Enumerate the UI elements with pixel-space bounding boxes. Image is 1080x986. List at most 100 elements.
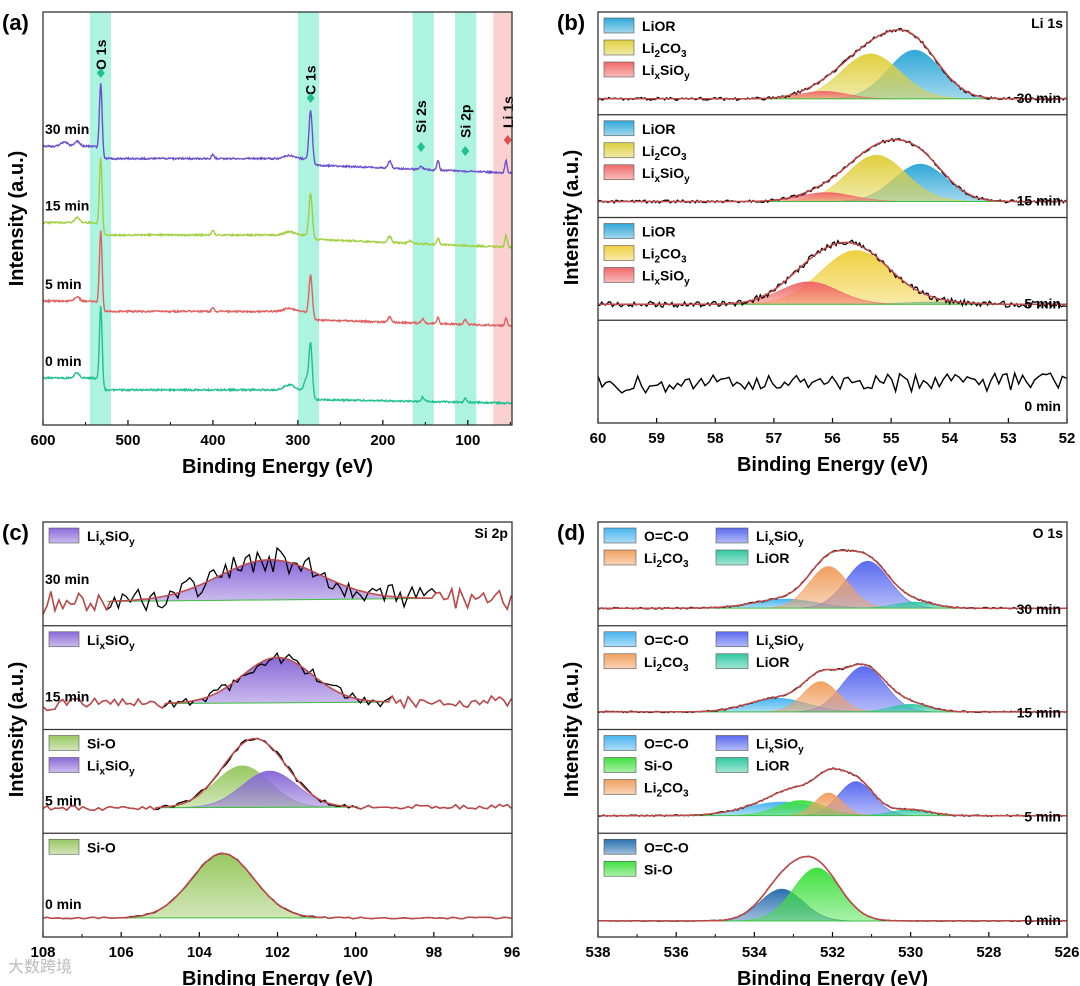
- x-tick-label: 538: [585, 944, 610, 961]
- legend-swatch: [603, 223, 635, 239]
- background-line: [164, 701, 391, 705]
- time-label: 15 min: [45, 689, 89, 705]
- envelope-fit-line: [598, 663, 1067, 713]
- x-tick-label: 52: [1059, 430, 1076, 447]
- time-label: 5 min: [45, 276, 82, 292]
- legend-label: Li2CO3: [644, 550, 689, 570]
- legend-swatch: [603, 17, 635, 34]
- subplot-0-min: O=C-O Si-O 0 min: [597, 838, 1068, 928]
- subplot-0-min: Si-O 0 min: [42, 838, 512, 920]
- legend-label: Si-O: [644, 758, 673, 774]
- subplot-15-min: LixSiOy 15 min: [42, 631, 512, 712]
- x-tick-label: 536: [664, 944, 689, 961]
- y-axis-label: Intensity (a.u.): [6, 662, 28, 798]
- peak-label: O 1s: [93, 39, 109, 70]
- diamond-marker: [417, 142, 426, 152]
- x-tick-label: 60: [590, 430, 607, 447]
- plot-frame: [597, 521, 1068, 938]
- time-label: 0 min: [1024, 912, 1061, 928]
- x-tick-label: 96: [504, 944, 521, 961]
- legend-swatch: [715, 549, 749, 566]
- plot-frame: [42, 521, 513, 938]
- legend-label: O=C-O: [644, 528, 689, 544]
- panel-label: (c): [2, 520, 29, 545]
- subplot-5-min: O=C-O LixSiOy Si-O LiOR Li2CO3 5 min: [597, 735, 1068, 824]
- envelope-fit-line: [598, 549, 1067, 609]
- time-label: 5 min: [1024, 295, 1061, 311]
- time-label: 0 min: [45, 896, 82, 912]
- panel-label: (b): [557, 10, 585, 35]
- subplot-30-min: O=C-O LixSiOy Li2CO3 LiOR 30 min O 1s: [598, 525, 1068, 617]
- plot-frame: [597, 11, 1068, 424]
- x-tick-label: 100: [343, 944, 368, 961]
- highlight-band: [412, 12, 434, 425]
- envelope-fit-line: [598, 855, 1067, 922]
- time-label: 5 min: [45, 792, 82, 808]
- envelope-fit-line: [598, 241, 1067, 306]
- legend-swatch: [48, 527, 80, 544]
- legend-label: LixSiOy: [756, 736, 804, 756]
- legend-swatch: [603, 267, 635, 283]
- subplot-5-min: Si-O LixSiOy 5 min: [42, 735, 512, 812]
- legend-swatch: [715, 757, 749, 773]
- x-tick-label: 53: [1000, 430, 1017, 447]
- peak-label: Li 1s: [500, 96, 516, 128]
- x-tick-label: 200: [370, 432, 395, 449]
- x-tick-label: 300: [285, 432, 310, 449]
- component-peak-Li2CO3: [764, 681, 878, 713]
- legend-label: LixSiOy: [642, 62, 690, 82]
- background-line: [154, 806, 358, 809]
- time-label: 15 min: [1017, 705, 1061, 721]
- legend-swatch: [603, 245, 635, 261]
- legend-label: Li2CO3: [644, 780, 689, 800]
- subplot-30-min: LixSiOy 30 min Si 2p: [42, 525, 513, 615]
- envelope-fit-line: [42, 852, 512, 920]
- legend-label: LiOR: [642, 121, 675, 137]
- x-tick-label: 100: [455, 432, 480, 449]
- legend-label: LiOR: [756, 550, 789, 566]
- x-tick-label: 106: [109, 944, 134, 961]
- legend-label: Si-O: [87, 736, 116, 752]
- x-tick-label: 600: [30, 432, 55, 449]
- x-axis-label: Binding Energy (eV): [182, 968, 373, 986]
- component-peak-LixSiOy: [164, 657, 391, 704]
- x-tick-label: 58: [707, 430, 724, 447]
- time-label: 30 min: [45, 121, 89, 137]
- highlight-band: [455, 12, 477, 425]
- legend-swatch: [603, 549, 637, 566]
- survey-spectrum-line: [42, 157, 513, 250]
- raw-data-line: [597, 239, 1068, 309]
- legend-label: Si-O: [87, 839, 116, 855]
- legend-label: LiOR: [756, 758, 789, 774]
- x-tick-label: 528: [976, 944, 1001, 961]
- legend-swatch: [603, 838, 637, 855]
- legend-swatch: [603, 120, 635, 137]
- x-tick-label: 102: [265, 944, 290, 961]
- y-axis-label: Intensity (a.u.): [561, 662, 583, 798]
- survey-spectrum-line: [42, 306, 513, 406]
- diamond-marker: [96, 68, 105, 78]
- x-tick-label: 57: [766, 430, 783, 447]
- envelope-fit-line: [598, 29, 1067, 100]
- legend-swatch: [715, 735, 749, 751]
- legend-swatch: [603, 653, 637, 670]
- legend-label: LixSiOy: [642, 165, 690, 185]
- x-tick-label: 104: [187, 944, 213, 961]
- diamond-marker: [306, 93, 315, 103]
- legend-label: LixSiOy: [756, 528, 804, 548]
- subplot-15-min: O=C-O LixSiOy Li2CO3 LiOR 15 min: [597, 631, 1068, 721]
- survey-spectrum-line: [42, 83, 512, 175]
- legend-swatch: [48, 757, 80, 773]
- time-label: 0 min: [45, 353, 82, 369]
- y-axis-label: Intensity (a.u.): [6, 151, 28, 287]
- legend-swatch: [603, 779, 637, 795]
- component-peak-Si-O: [122, 853, 324, 919]
- envelope-fit-line: [42, 656, 512, 712]
- legend-label: LiOR: [642, 224, 675, 240]
- legend-swatch: [603, 527, 637, 544]
- time-label: 30 min: [45, 571, 89, 587]
- x-tick-label: 56: [824, 430, 841, 447]
